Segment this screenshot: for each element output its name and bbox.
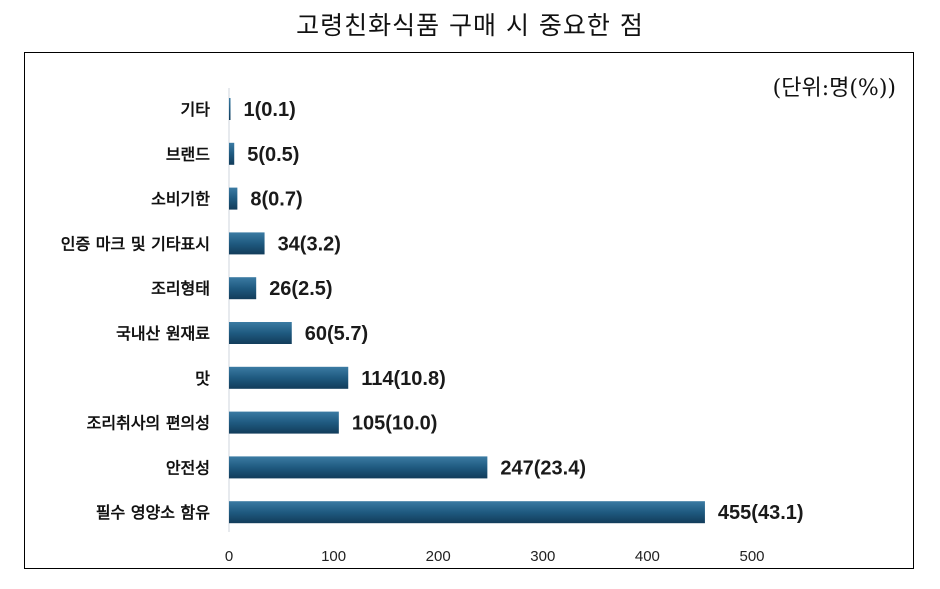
x-tick-label: 400 [635, 548, 660, 565]
data-label: 8(0.7) [250, 189, 302, 211]
data-label: 455(43.1) [718, 502, 804, 524]
category-label: 안전성 [166, 458, 210, 477]
x-tick-label: 100 [321, 548, 346, 565]
bar [229, 322, 292, 344]
data-label: 34(3.2) [278, 233, 341, 255]
data-label: 105(10.0) [352, 413, 438, 435]
bar [229, 456, 488, 479]
bar [229, 142, 235, 165]
data-label: 5(0.5) [247, 144, 299, 166]
data-label: 26(2.5) [269, 278, 332, 300]
x-tick-label: 200 [426, 548, 451, 565]
chart-title: 고령친화식품 구매 시 중요한 점 [296, 11, 644, 40]
bar [229, 501, 705, 524]
bar [229, 187, 238, 210]
category-label: 소비기한 [151, 190, 210, 209]
category-label: 국내산 원재료 [116, 324, 210, 343]
category-label: 인증 마크 및 기타표시 [61, 234, 210, 253]
category-label: 맛 [195, 369, 210, 388]
chart-frame [24, 52, 914, 569]
x-tick-label: 500 [739, 548, 764, 565]
bar [229, 98, 231, 120]
unit-label: (단위:명(%)) [772, 76, 896, 101]
data-label: 60(5.7) [305, 323, 368, 345]
data-label: 247(23.4) [500, 457, 586, 479]
category-label: 기타 [181, 100, 211, 119]
category-label: 조리형태 [151, 279, 210, 298]
data-label: 114(10.8) [361, 368, 446, 390]
bar [229, 366, 349, 389]
x-tick-label: 300 [530, 548, 555, 565]
category-label: 브랜드 [166, 145, 210, 164]
category-label: 필수 영양소 함유 [96, 503, 210, 522]
data-label: 1(0.1) [244, 99, 296, 121]
bar [229, 232, 265, 255]
x-tick-label: 0 [225, 548, 233, 565]
bar [229, 277, 257, 300]
bar [229, 411, 339, 434]
category-label: 조리취사의 편의성 [87, 414, 210, 433]
